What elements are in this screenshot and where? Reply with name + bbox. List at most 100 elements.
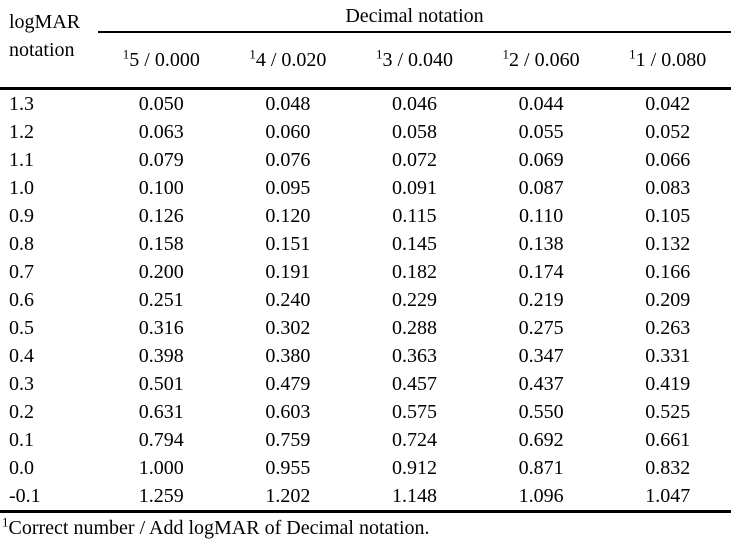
spanner-header-row: logMAR notation Decimal notation: [0, 1, 731, 90]
table-row: 0.1 0.794 0.759 0.724 0.692 0.661: [0, 426, 731, 454]
decimal-value: 0.191: [265, 260, 311, 283]
logmar-value: 0.2: [9, 400, 34, 423]
logmar-value: 0.7: [9, 260, 34, 283]
decimal-value: 0.912: [391, 456, 437, 479]
logmar-value: 0.1: [9, 428, 34, 451]
decimal-value: 0.219: [518, 288, 564, 311]
table-row: 0.2 0.631 0.603 0.575 0.550 0.525: [0, 398, 731, 426]
logmar-column-header: logMAR notation: [0, 1, 98, 90]
logmar-value: 0.5: [9, 316, 34, 339]
logmar-header-line1: logMAR: [9, 11, 81, 33]
decimal-value: 0.046: [391, 92, 437, 115]
decimal-value: 0.091: [391, 176, 437, 199]
logmar-value: 1.3: [9, 92, 34, 115]
decimal-value: 0.347: [518, 344, 564, 367]
decimal-value: 0.871: [518, 456, 564, 479]
decimal-value: 0.550: [518, 400, 564, 423]
footnote-text: Correct number / Add logMAR of Decimal n…: [8, 517, 430, 539]
decimal-value: 0.100: [138, 176, 184, 199]
decimal-value: 0.087: [518, 176, 564, 199]
decimal-value: 0.174: [518, 260, 564, 283]
decimal-value: 0.110: [518, 204, 564, 227]
decimal-value: 0.076: [265, 148, 311, 171]
logmar-value: 0.8: [9, 232, 34, 255]
decimal-value: 0.066: [645, 148, 691, 171]
column-header-label: 5 / 0.000: [129, 48, 200, 71]
decimal-value: 1.047: [604, 482, 731, 513]
decimal-notation-spanner-header: Decimal notation: [98, 1, 731, 33]
decimal-value: 0.083: [645, 176, 691, 199]
column-header-label: 4 / 0.020: [255, 48, 327, 71]
column-header-label: 2 / 0.060: [509, 48, 580, 71]
decimal-value: 0.302: [265, 316, 311, 339]
decimal-value: 0.151: [265, 232, 311, 255]
logmar-value: 0.4: [9, 344, 34, 367]
decimal-value: 1.000: [138, 456, 184, 479]
logmar-value: 0.3: [9, 372, 34, 395]
decimal-value: 0.069: [518, 148, 564, 171]
decimal-value: 1.202: [224, 482, 352, 513]
decimal-value: 0.058: [391, 120, 437, 143]
decimal-value: 0.055: [518, 120, 564, 143]
decimal-value: 0.120: [265, 204, 311, 227]
decimal-value: 0.126: [138, 204, 184, 227]
decimal-value: 1.096: [477, 482, 605, 513]
decimal-value: 0.115: [392, 204, 437, 227]
decimal-value: 0.457: [391, 372, 437, 395]
table-row: 1.1 0.079 0.076 0.072 0.069 0.066: [0, 146, 731, 174]
decimal-value: 0.631: [138, 400, 184, 423]
decimal-value: 0.275: [518, 316, 564, 339]
footnote: 1Correct number / Add logMAR of Decimal …: [0, 513, 731, 540]
logmar-value: 0.0: [9, 456, 34, 479]
column-header-superscript-marker: 1: [122, 45, 130, 61]
table-row: 0.8 0.158 0.151 0.145 0.138 0.132: [0, 230, 731, 258]
table-row: 0.0 1.000 0.955 0.912 0.871 0.832: [0, 454, 731, 482]
logmar-value: 1.2: [9, 120, 34, 143]
table-row: 1.0 0.100 0.095 0.091 0.087 0.083: [0, 174, 731, 202]
decimal-value: 0.380: [265, 344, 311, 367]
decimal-value: 0.105: [645, 204, 691, 227]
decimal-value: 0.363: [391, 344, 437, 367]
logmar-value: 1.0: [9, 176, 34, 199]
decimal-value: 0.050: [138, 92, 184, 115]
table-row: 1.2 0.063 0.060 0.058 0.055 0.052: [0, 118, 731, 146]
logmar-value: -0.1: [0, 482, 98, 513]
footnote-superscript-marker: 1: [2, 514, 9, 530]
logmar-value: 0.9: [9, 204, 34, 227]
logmar-header-line2: notation: [9, 39, 75, 61]
decimal-value: 0.229: [391, 288, 437, 311]
table-row: 0.9 0.126 0.120 0.115 0.110 0.105: [0, 202, 731, 230]
table-header: logMAR notation Decimal notation 15 / 0.…: [0, 1, 731, 90]
decimal-value: 0.525: [645, 400, 691, 423]
column-header: 11 / 0.080: [604, 32, 731, 90]
decimal-value: 0.479: [265, 372, 311, 395]
table-row: 0.5 0.316 0.302 0.288 0.275 0.263: [0, 314, 731, 342]
column-header-superscript-marker: 1: [502, 45, 510, 61]
table-body: 1.3 0.050 0.048 0.046 0.044 0.042 1.2 0.063 0.06…: [0, 89, 731, 513]
decimal-value: 0.079: [138, 148, 184, 171]
logmar-value: 1.1: [9, 148, 34, 171]
decimal-value: 0.692: [518, 428, 564, 451]
decimal-value: 0.044: [518, 92, 564, 115]
decimal-value: 0.251: [138, 288, 184, 311]
decimal-value: 0.209: [645, 288, 691, 311]
decimal-value: 0.145: [391, 232, 437, 255]
decimal-value: 0.437: [518, 372, 564, 395]
decimal-value: 0.288: [391, 316, 437, 339]
table-row: 0.3 0.501 0.479 0.457 0.437 0.419: [0, 370, 731, 398]
decimal-value: 1.259: [98, 482, 225, 513]
table-row: 1.3 0.050 0.048 0.046 0.044 0.042: [0, 89, 731, 119]
column-header-label: 3 / 0.040: [382, 48, 454, 71]
subheader-row: 15 / 0.000 14 / 0.020 13 / 0.040 12 / 0.060…: [0, 32, 731, 90]
decimal-value: 0.575: [391, 400, 437, 423]
decimal-value: 0.166: [645, 260, 691, 283]
decimal-value: 0.955: [265, 456, 311, 479]
table-row: 0.6 0.251 0.240 0.229 0.219 0.209: [0, 286, 731, 314]
decimal-value: 0.042: [645, 92, 691, 115]
decimal-value: 0.832: [645, 456, 691, 479]
decimal-value: 0.158: [138, 232, 184, 255]
decimal-value: 0.048: [265, 92, 311, 115]
decimal-value: 1.148: [351, 482, 478, 513]
decimal-value: 0.052: [645, 120, 691, 143]
